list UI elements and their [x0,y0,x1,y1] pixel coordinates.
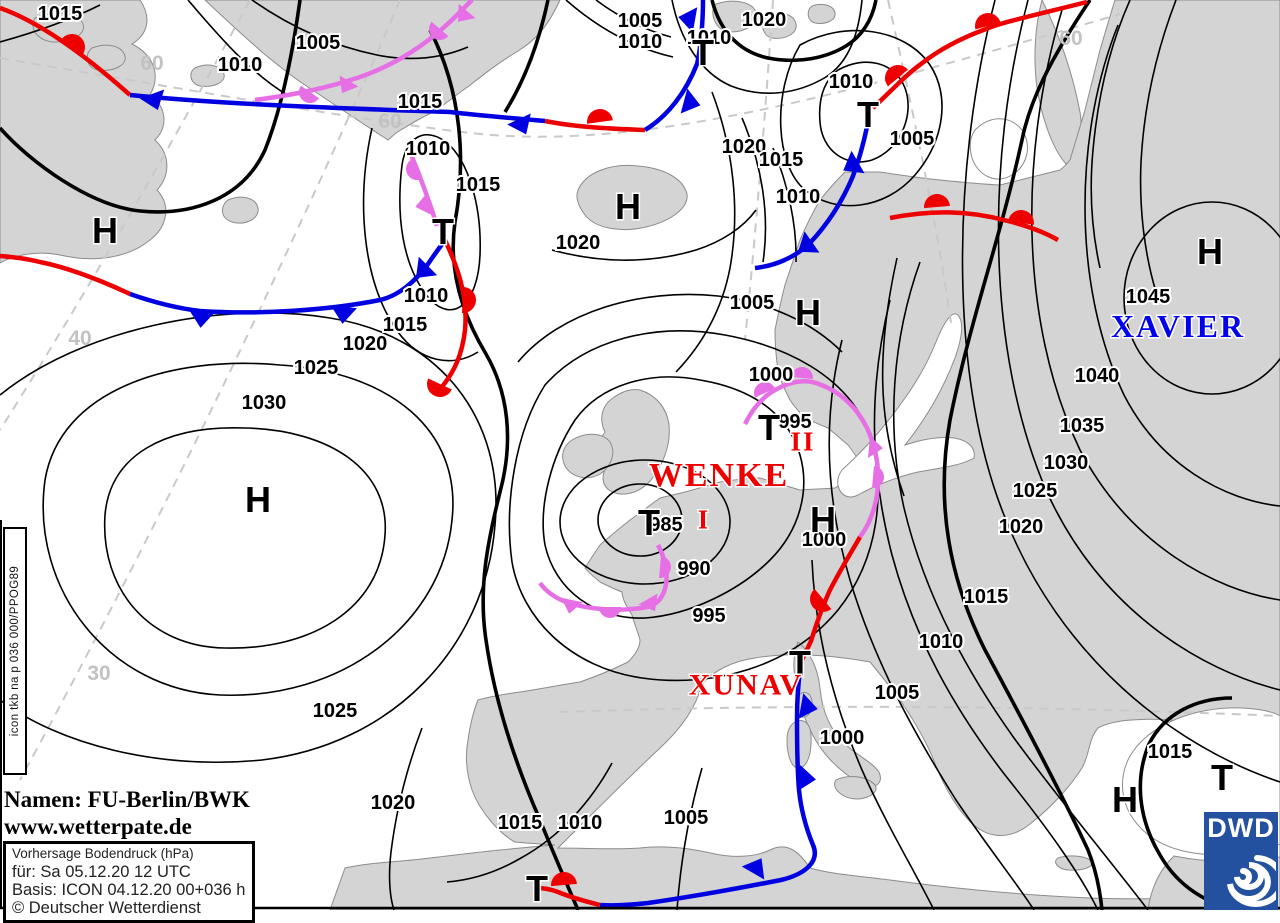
grid-label: 60 [1059,27,1082,50]
warm-front-marker [585,107,613,123]
warm-front-marker [462,287,477,314]
grid-label: 30 [87,662,110,685]
pressure-center-t: T [1211,757,1233,798]
isobar-label: 1005 [875,682,920,704]
cold-front-marker [188,310,215,329]
dwd-spiral-icon [1206,843,1276,907]
isobar-label: 1010 [829,71,874,93]
isobar-label: 1010 [919,631,964,653]
isobar-label: 1010 [404,285,449,307]
system-name-xavier: XAVIER [1111,308,1245,344]
branding-line1: Namen: FU-Berlin/BWK [4,786,250,813]
branding: Namen: FU-Berlin/BWK www.wetterpate.de [4,786,250,840]
isobar-label: 1005 [618,10,663,32]
side-code-box: icon tkb na p 036 000/PPOG89 [3,527,27,775]
pressure-center-h: H [810,499,836,540]
isobar-label: 1015 [398,91,443,113]
isobar-label: 1035 [1060,415,1105,437]
grid-label: 40 [68,327,91,350]
pressure-center-t: T [526,868,548,909]
pressure-center-h: H [1197,231,1223,272]
pressure-center-h: H [92,210,118,251]
isobar [676,92,735,372]
isobar-label: 1030 [1044,452,1089,474]
warm-front-marker [880,60,908,87]
isobar-label: 1025 [294,357,339,379]
pressure-center-h: H [245,479,271,520]
pressure-center-t: T [758,407,780,448]
isobar-label: 1015 [38,3,83,25]
info-basis: Basis: ICON 04.12.20 00+036 h [12,881,246,899]
isobar-label: 1020 [556,232,601,254]
pressure-center-h: H [615,186,641,227]
branding-line2: www.wetterpate.de [4,813,250,840]
dwd-logo: DWD [1204,812,1278,910]
isobar-label: 1020 [999,516,1044,538]
warm-front [441,240,466,388]
dwd-logo-text: DWD [1207,813,1274,843]
isobar-label: 1010 [558,812,603,834]
pressure-center-t: T [638,502,660,543]
isobar-label: 1030 [242,392,287,414]
isobar-label: 1015 [964,586,1009,608]
pressure-center-h: H [1112,779,1138,820]
isobar-label: 1020 [343,333,388,355]
pressure-center-t: T [432,211,454,252]
isobar-label: 1005 [296,32,341,54]
system-name-ii: II [790,426,815,456]
isobar-label: 1015 [759,149,804,171]
info-product: Vorhersage Bodendruck (hPa) [12,846,246,861]
isobar-label: 1020 [742,9,787,31]
isobar-label: 995 [692,605,725,627]
isobar-label: 1015 [383,314,428,336]
grid-label: 60 [140,52,163,75]
isobar-label: 1045 [1126,286,1171,308]
isobar-label: 990 [677,558,710,580]
landmass [808,4,835,23]
info-copyright: © Deutscher Wetterdienst [12,899,246,917]
isobar-label: 1025 [1013,480,1058,502]
side-code-text: icon tkb na p 036 000/PPOG89 [9,566,21,736]
isobar-label: 1025 [313,700,358,722]
info-valid-for: für: Sa 05.12.20 12 UTC [12,863,246,881]
pressure-center-t: T [857,94,879,135]
grid-label: 60 [378,110,401,133]
pressure-center-h: H [795,292,821,333]
warm-front [0,256,130,294]
occluded-front-marker [404,158,419,182]
system-name-wenke: WENKE [649,457,789,494]
isobar-label: 1000 [820,727,865,749]
isobar-label: 1015 [498,812,543,834]
isobar-label: 1005 [890,128,935,150]
landmass [0,0,167,263]
isobar-label: 1040 [1075,365,1120,387]
info-box: Vorhersage Bodendruck (hPa) für: Sa 05.1… [3,841,255,923]
isobar-label: 1010 [618,31,663,53]
isobar-label: 1005 [730,292,775,314]
graticule-line [0,14,1120,137]
isobar-label: 1010 [218,54,263,76]
isobar-label: 1005 [664,807,709,829]
isobar-label: 1020 [371,792,416,814]
system-name-i: I [698,504,711,534]
isobar-label: 1010 [406,138,451,160]
pressure-center-t: T [692,32,714,73]
isobar-label: 1000 [749,364,794,386]
system-name-xunav: XUNAV [689,669,803,702]
isobar-label: 1010 [776,186,821,208]
isobar-label: 1015 [1148,741,1193,763]
landmass [222,197,258,223]
isobar-label: 1015 [456,174,501,196]
